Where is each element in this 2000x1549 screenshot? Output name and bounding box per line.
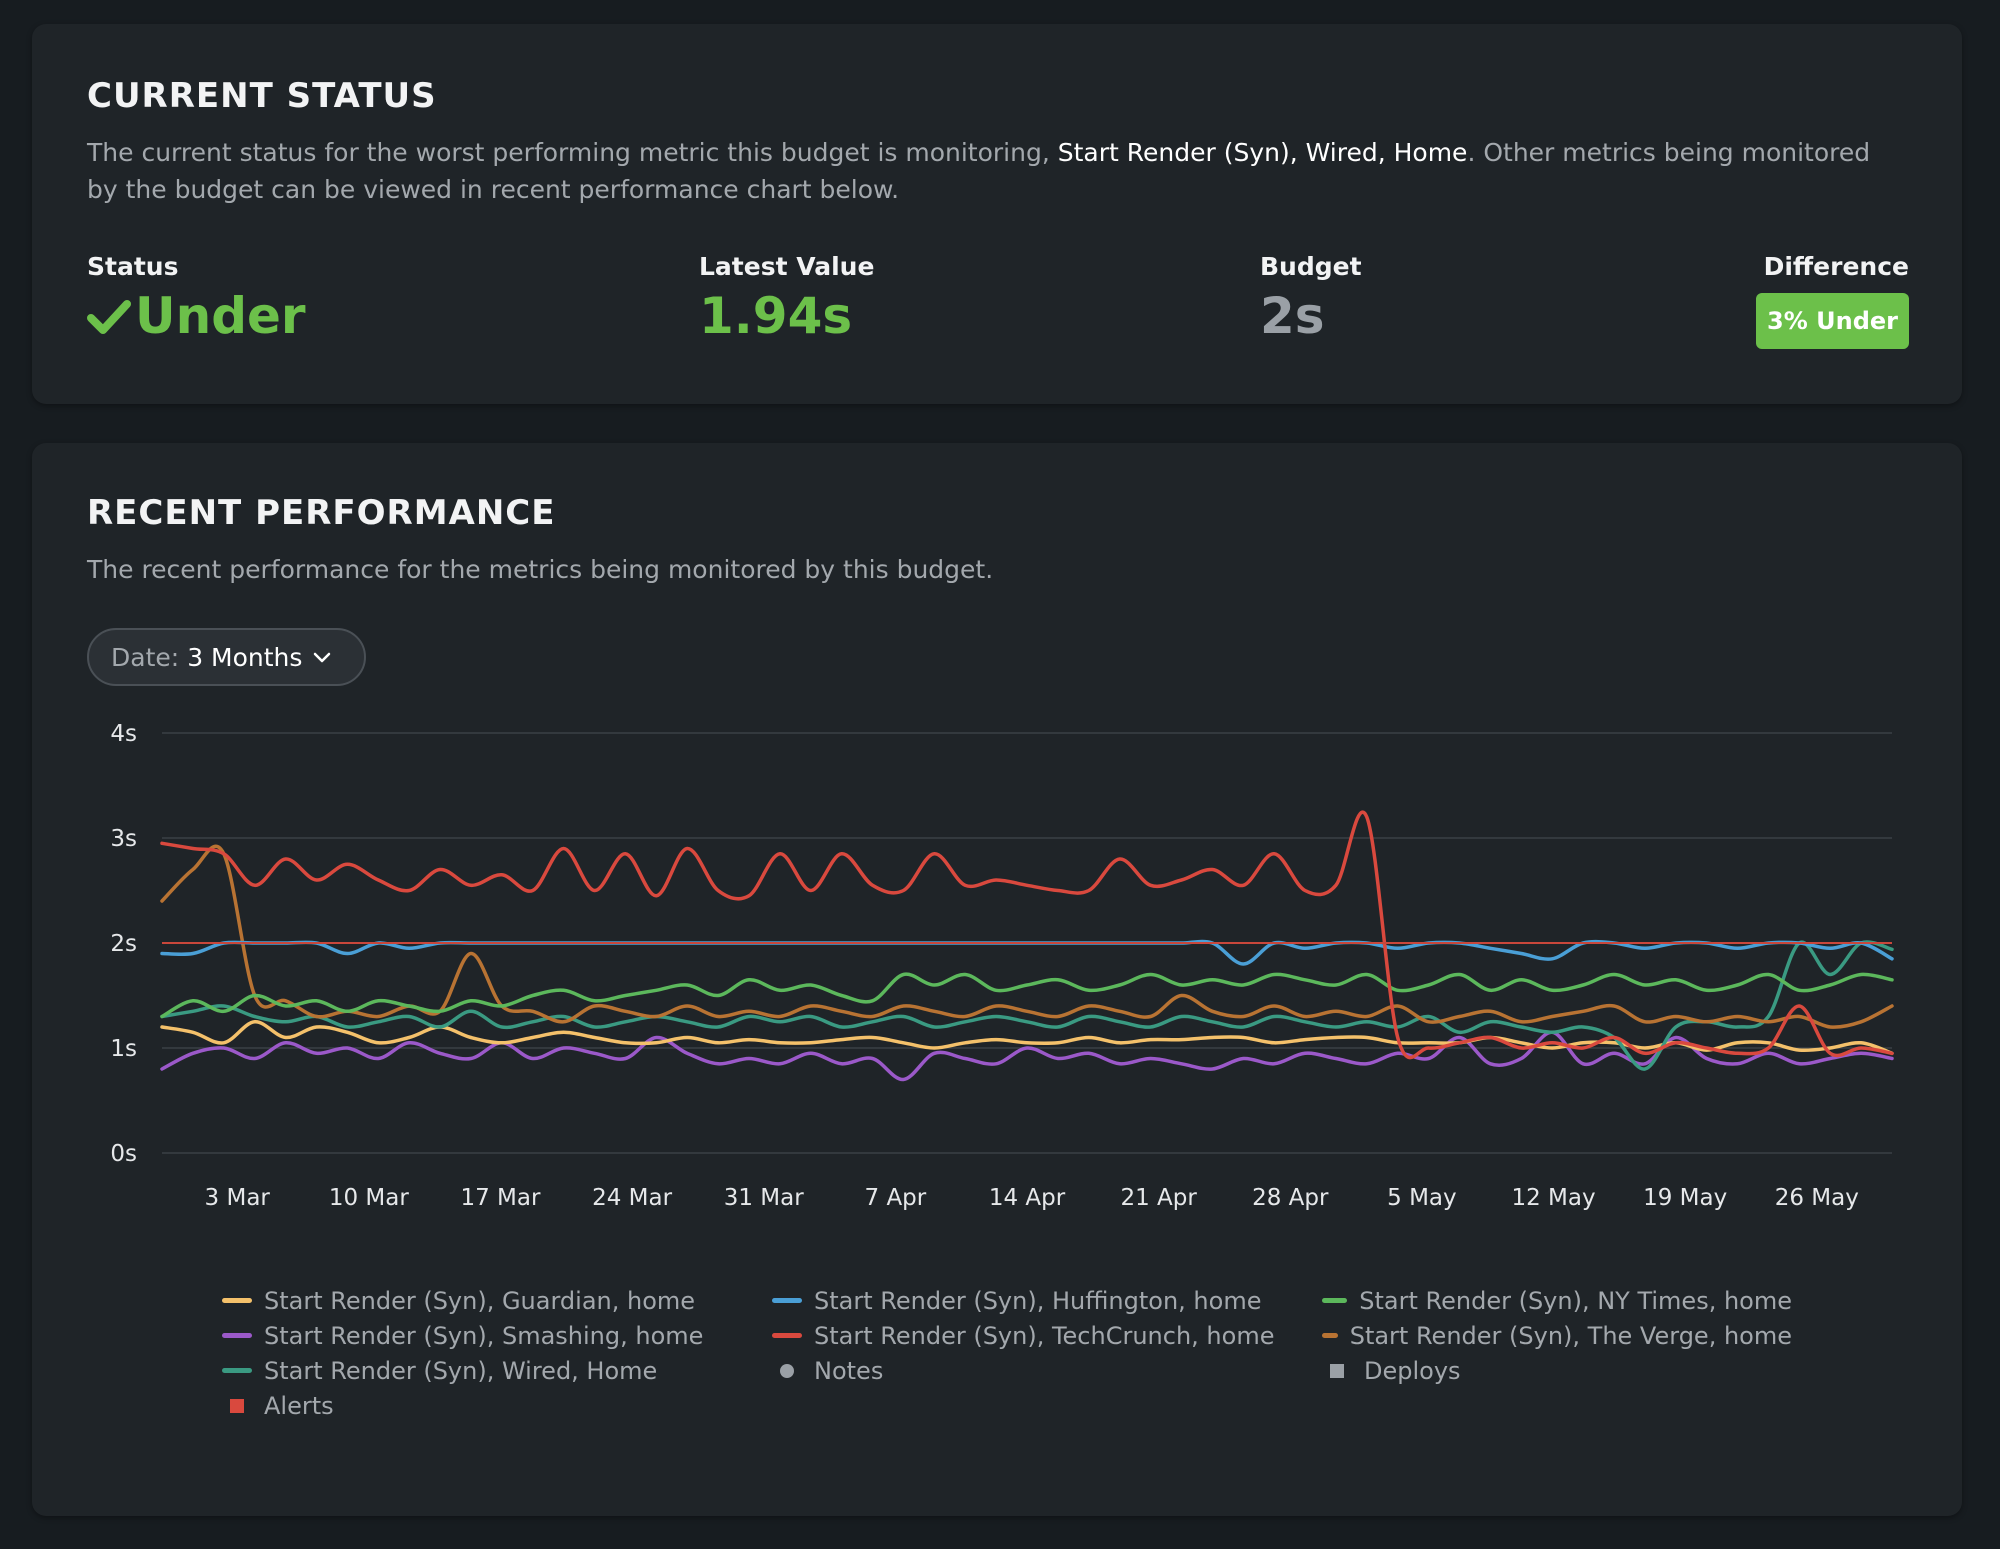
latest-value-label: Latest Value [699,252,875,281]
budget-stat: Budget 2s [1260,252,1362,345]
x-tick-label: 5 May [1387,1185,1457,1211]
legend-label: Start Render (Syn), TechCrunch, home [814,1321,1275,1350]
status-value-row: Under [87,287,306,349]
check-icon [87,291,131,349]
x-tick-label: 7 Apr [865,1185,927,1211]
recent-performance-card: RECENT PERFORMANCE The recent performanc… [32,443,1962,1516]
x-tick-label: 31 Mar [724,1185,805,1211]
legend-alerts[interactable]: Alerts [192,1388,742,1423]
worst-metric-name: Start Render (Syn), Wired, Home [1057,138,1468,167]
y-tick-label: 3s [110,826,137,852]
legend-item-series[interactable]: Start Render (Syn), Huffington, home [742,1283,1292,1318]
series-line [160,810,1894,1060]
legend-square-icon [230,1398,244,1413]
y-tick-label: 2s [110,931,137,957]
series-line [160,1020,1894,1056]
x-tick-label: 21 Apr [1120,1185,1197,1211]
series-line [160,844,1894,1029]
legend-label: Start Render (Syn), Wired, Home [264,1356,658,1385]
legend-square-icon [1330,1363,1344,1378]
series-line [160,1030,1894,1082]
x-tick-label: 3 Mar [205,1185,271,1211]
legend-item-series[interactable]: Start Render (Syn), NY Times, home [1292,1283,1792,1318]
difference-stat: Difference 3% Under [1751,252,1909,349]
legend-label: Notes [814,1356,884,1385]
date-select-label: Date: [111,642,180,672]
date-select-value: 3 Months [187,642,303,672]
legend-label: Start Render (Syn), Huffington, home [814,1286,1262,1315]
x-tick-label: 17 Mar [460,1185,541,1211]
legend-item-series[interactable]: Start Render (Syn), Wired, Home [192,1353,742,1388]
legend-swatch [772,1333,802,1338]
legend-swatch [222,1368,252,1373]
x-tick-label: 19 May [1643,1185,1727,1211]
y-tick-label: 0s [110,1141,137,1167]
x-tick-label: 28 Apr [1252,1185,1329,1211]
legend-label: Start Render (Syn), Smashing, home [264,1321,704,1350]
status-stat: Status Under [87,252,306,349]
recent-performance-description: The recent performance for the metrics b… [87,555,994,584]
budget-value: 2s [1260,287,1325,345]
difference-label: Difference [1763,252,1909,281]
legend-swatch [1322,1333,1338,1338]
legend-item-series[interactable]: Start Render (Syn), Guardian, home [192,1283,742,1318]
x-tick-label: 14 Apr [989,1185,1066,1211]
x-tick-label: 24 Mar [592,1185,673,1211]
x-tick-label: 10 Mar [329,1185,410,1211]
legend-deploys[interactable]: Deploys [1292,1353,1792,1388]
performance-chart: 4s 3s 2s 1s 0s 3 Mar 10 Mar 17 Mar 24 Mar 31 Mar 7… [110,721,1894,1211]
legend-label: Start Render (Syn), The Verge, home [1349,1321,1792,1350]
status-value: Under [135,287,306,345]
legend-swatch [772,1298,802,1303]
legend-swatch [1322,1298,1348,1303]
recent-performance-title: RECENT PERFORMANCE [87,493,556,533]
y-tick-label: 1s [110,1036,137,1062]
latest-value: 1.94s [699,287,853,345]
legend-notes[interactable]: Notes [742,1353,1292,1388]
legend-label: Start Render (Syn), Guardian, home [264,1286,696,1315]
current-status-card: CURRENT STATUS The current status for th… [32,24,1962,404]
description-suffix: . Other metrics being monitored by the b… [87,138,1871,204]
legend-swatch [222,1298,252,1303]
legend-item-series[interactable]: Start Render (Syn), TechCrunch, home [742,1318,1292,1353]
legend-item-series[interactable]: Start Render (Syn), The Verge, home [1292,1318,1792,1353]
status-label: Status [87,252,179,281]
latest-value-stat: Latest Value 1.94s [699,252,874,345]
legend-label: Start Render (Syn), NY Times, home [1359,1286,1792,1315]
budget-label: Budget [1260,252,1362,281]
description-prefix: The current status for the worst perform… [87,138,1058,167]
legend-swatch [222,1333,252,1338]
current-status-title: CURRENT STATUS [87,76,437,116]
chevron-down-icon [314,652,331,663]
date-range-select[interactable]: Date: 3 Months [87,628,366,686]
y-tick-label: 4s [110,721,137,747]
x-tick-label: 26 May [1775,1185,1859,1211]
chart-legend: Start Render (Syn), Guardian, home Start … [192,1283,1792,1423]
legend-item-series[interactable]: Start Render (Syn), Smashing, home [192,1318,742,1353]
series-line [160,940,1894,1071]
series-line [160,939,1894,966]
x-tick-label: 12 May [1511,1185,1595,1211]
current-status-description: The current status for the worst perform… [87,134,1907,208]
difference-badge: 3% Under [1756,293,1909,349]
legend-label: Deploys [1364,1356,1461,1385]
notes-dot-icon [780,1363,794,1378]
legend-label: Alerts [264,1391,334,1420]
series-line [160,972,1894,1019]
